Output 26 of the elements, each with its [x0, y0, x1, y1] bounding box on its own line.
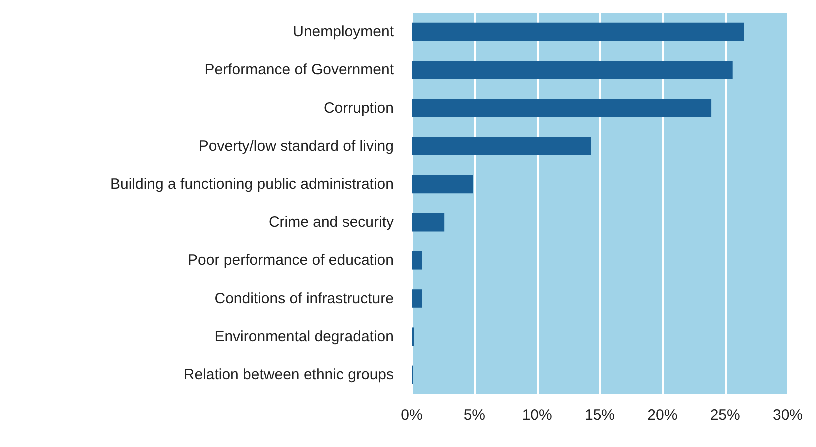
x-tick-label: 10% [522, 407, 552, 424]
bar [412, 22, 744, 42]
bar [412, 328, 415, 346]
x-tick-label: 5% [464, 407, 486, 424]
y-tick-label: Crime and security [268, 214, 394, 232]
y-tick-label: Relation between ethnic groups [184, 366, 394, 384]
y-tick-label: Conditions of infrastructure [214, 290, 394, 308]
x-tick-label: 20% [648, 407, 678, 424]
bar [412, 137, 592, 156]
y-tick-label: Building a functioning public administration [110, 176, 394, 193]
y-tick-label: Unemployment [293, 24, 395, 41]
x-tick-label: 25% [710, 407, 740, 424]
bar [412, 252, 422, 270]
y-tick-label: Poverty/low standard of living [198, 138, 394, 155]
x-tick-label: 15% [584, 407, 616, 424]
bar [412, 61, 733, 80]
x-tick-label: 0% [401, 407, 423, 424]
x-tick-label: 30% [772, 407, 804, 424]
y-tick-label: Environmental degradation [214, 328, 394, 346]
bar [412, 213, 445, 232]
bar [412, 175, 474, 194]
y-tick-label: Poor performance of education [188, 252, 394, 270]
y-tick-label: Performance of Government [204, 62, 395, 79]
y-tick-label: Corruption [324, 100, 394, 117]
bar [412, 99, 712, 118]
bar [412, 290, 422, 308]
